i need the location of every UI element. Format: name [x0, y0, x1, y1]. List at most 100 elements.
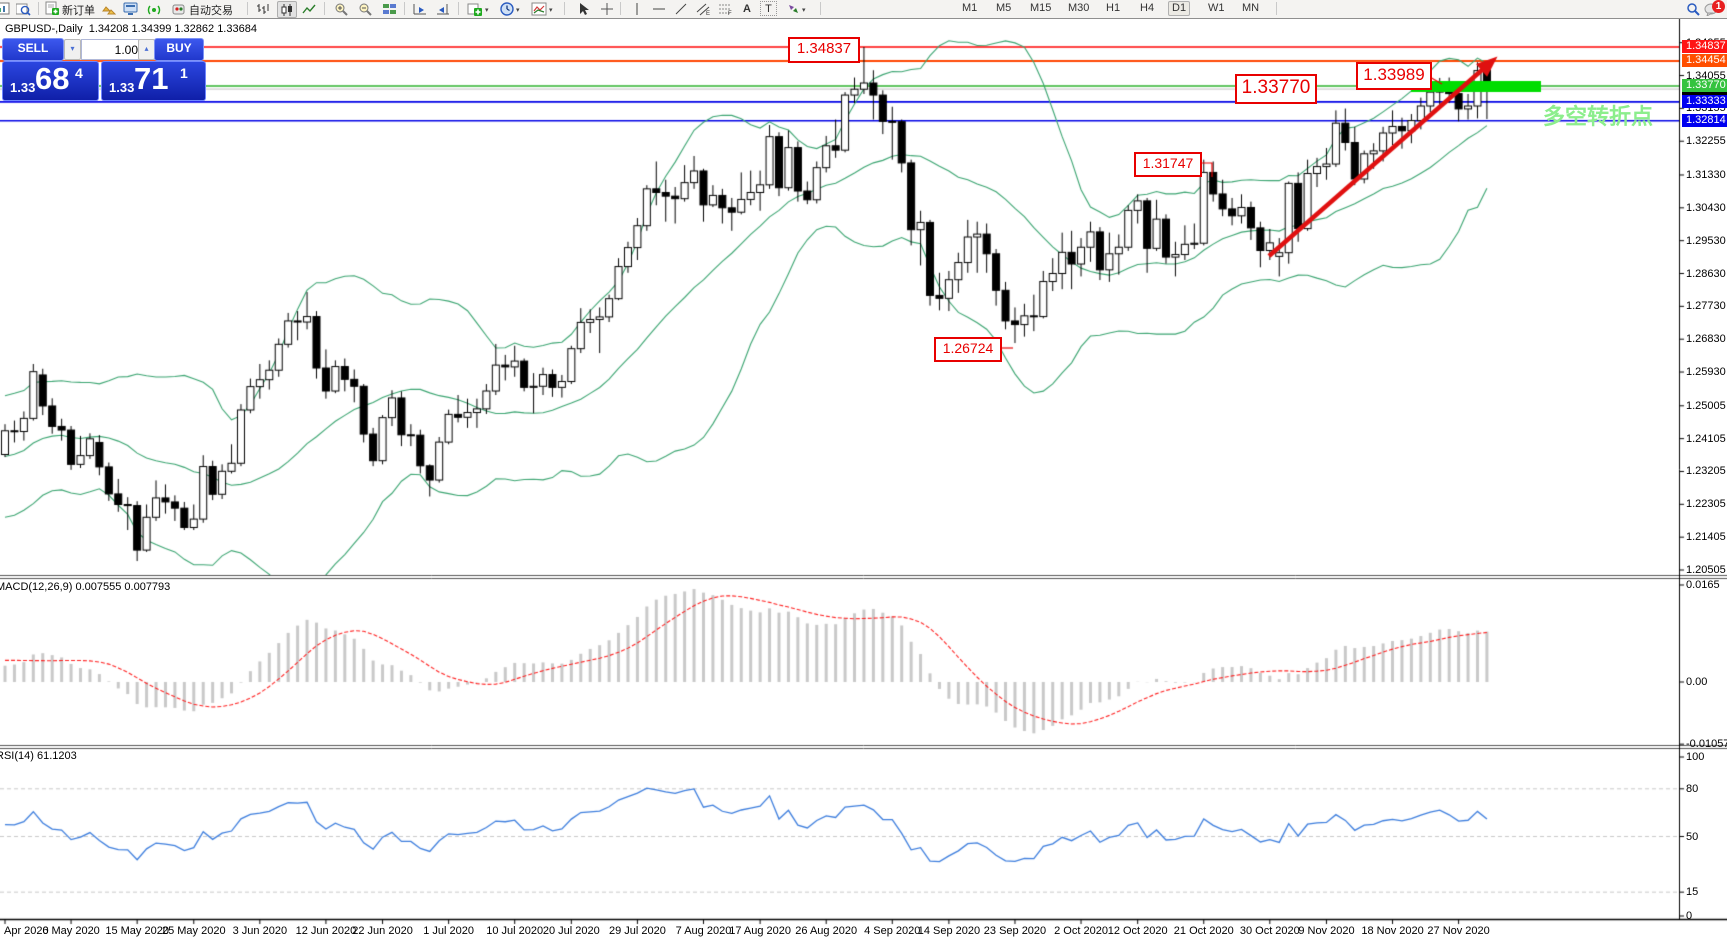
cursor-icon[interactable] [574, 1, 592, 16]
autotrade-icon[interactable] [170, 1, 188, 16]
text-tool-icon[interactable]: A [743, 2, 751, 15]
vertical-line-tool-icon[interactable] [628, 1, 646, 16]
date-label: 12 Oct 2020 [1107, 925, 1168, 937]
timeframe-button-d1[interactable]: D1 [1168, 1, 1191, 16]
price-tick: 1.22305 [1686, 498, 1726, 511]
terminal-icon[interactable] [122, 1, 140, 16]
price-badge: 1.34837 [1682, 40, 1727, 53]
price-annotation[interactable]: 1.26724 [934, 337, 1002, 362]
new-order-label[interactable]: 新订单 [62, 5, 95, 17]
timeframe-button-m30[interactable]: M30 [1068, 2, 1090, 14]
date-label: 14 Sep 2020 [917, 925, 981, 937]
date-label: 12 Jun 2020 [295, 925, 357, 937]
date-label: 9 Nov 2020 [1298, 925, 1355, 937]
line-chart-mode-icon[interactable] [300, 1, 318, 16]
price-annotation[interactable]: 1.31747 [1134, 152, 1202, 177]
price-tick: 1.20505 [1686, 564, 1726, 576]
auto-scroll-icon[interactable] [411, 1, 429, 16]
price-tick: 1.25930 [1686, 366, 1726, 379]
timeframe-button-h4[interactable]: H4 [1140, 2, 1155, 14]
bid-price-prefix: 1.33 [10, 80, 36, 95]
bid-price-big: 68 [35, 61, 70, 96]
rsi-tick: 15 [1686, 886, 1699, 899]
date-label: 15 May 2020 [105, 925, 169, 937]
timeframe-button-h1[interactable]: H1 [1106, 2, 1121, 14]
price-badge: 1.32814 [1682, 113, 1727, 127]
ask-price-display[interactable]: 1.33 71 1 [101, 61, 206, 101]
autotrade-label[interactable]: 自动交易 [189, 5, 233, 17]
macd-tick: 0.00 [1686, 676, 1708, 688]
chart-shift-icon[interactable] [434, 1, 452, 16]
timeframe-button-m1[interactable]: M1 [962, 2, 978, 14]
price-tick: 1.24105 [1686, 432, 1726, 445]
date-label: 23 Sep 2020 [983, 925, 1047, 937]
chart-title: GBPUSD-,Daily 1.34208 1.34399 1.32862 1.… [5, 23, 257, 35]
crosshair-icon[interactable] [598, 1, 616, 16]
period-chevron-icon[interactable]: ▾ [516, 7, 520, 14]
tile-windows-icon[interactable] [380, 1, 398, 16]
zoom-in-icon[interactable] [332, 1, 350, 16]
volume-up-button[interactable]: ▴ [138, 39, 155, 60]
price-tick: 1.23205 [1686, 465, 1726, 478]
template-chevron-icon[interactable]: ▾ [549, 7, 553, 14]
add-indicator-chevron-icon[interactable]: ▾ [485, 7, 489, 14]
arrows-chevron-icon[interactable]: ▾ [802, 7, 806, 14]
ask-price-big: 71 [134, 61, 169, 96]
timeframe-button-m5[interactable]: M5 [996, 2, 1012, 14]
channel-sub-label: E [706, 11, 710, 16]
sell-button[interactable]: SELL [2, 38, 64, 61]
date-label: 27 Nov 2020 [1427, 925, 1490, 937]
data-window-icon[interactable] [14, 1, 32, 16]
price-annotation[interactable]: 1.33770 [1235, 74, 1317, 104]
search-icon[interactable] [1684, 1, 1702, 16]
chevron-down-icon: ▾ [70, 44, 75, 53]
signals-icon[interactable] [146, 1, 164, 16]
price-tick: 1.28630 [1686, 267, 1726, 280]
price-badge: 1.34454 [1682, 53, 1727, 67]
horizontal-line-tool-icon[interactable] [650, 1, 668, 16]
trendline-tool-icon[interactable] [672, 1, 690, 16]
bid-price-display[interactable]: 1.33 68 4 [2, 61, 99, 101]
period-clock-icon[interactable] [498, 1, 516, 16]
price-annotation[interactable]: 1.34837 [788, 37, 860, 63]
price-annotation[interactable]: 1.33989 [1356, 62, 1432, 90]
fibonacci-tool-icon[interactable]: F [716, 1, 734, 16]
new-order-icon[interactable] [43, 1, 61, 16]
macd-label: MACD(12,26,9) 0.007555 0.007793 [0, 581, 171, 593]
timeframe-button-mn[interactable]: MN [1242, 2, 1260, 14]
date-label: 6 May 2020 [42, 925, 100, 937]
chart-note-text[interactable]: 多空转折点 [1543, 104, 1654, 129]
date-label: 29 Jul 2020 [608, 925, 666, 937]
date-label: 10 Jul 2020 [486, 925, 544, 937]
candle-chart-mode-icon[interactable] [277, 1, 297, 18]
price-tick: 1.21405 [1686, 531, 1726, 544]
rsi-tick: 50 [1686, 830, 1699, 843]
price-tick: 1.30430 [1686, 201, 1726, 214]
chevron-up-icon: ▴ [144, 44, 149, 53]
date-label: 2 Oct 2020 [1054, 925, 1108, 937]
volume-down-button[interactable]: ▾ [64, 39, 81, 60]
chart-window-icon[interactable] [0, 1, 12, 16]
add-indicator-icon[interactable] [466, 1, 484, 16]
notification-count-badge[interactable]: 1 [1712, 0, 1725, 13]
date-label: 25 May 2020 [161, 925, 226, 937]
ask-price-prefix: 1.33 [109, 80, 135, 95]
timeframe-button-m15[interactable]: M15 [1030, 2, 1052, 14]
arrows-tool-icon[interactable] [784, 1, 802, 16]
template-icon[interactable] [530, 1, 548, 16]
volume-input[interactable] [81, 39, 141, 60]
bar-chart-mode-icon[interactable] [254, 1, 272, 16]
date-label: 3 Jun 2020 [232, 925, 288, 937]
text-label-tool-icon[interactable]: T [760, 1, 777, 16]
channel-tool-icon[interactable]: E [694, 1, 712, 16]
price-tick: 1.34055 [1686, 69, 1726, 82]
date-label: 20 Jul 2020 [542, 925, 600, 937]
timeframe-button-w1[interactable]: W1 [1208, 2, 1225, 14]
date-label: 1 Jul 2020 [423, 925, 475, 937]
gold-icon[interactable] [100, 1, 118, 16]
buy-button[interactable]: BUY [154, 38, 204, 61]
zoom-out-icon[interactable] [356, 1, 374, 16]
